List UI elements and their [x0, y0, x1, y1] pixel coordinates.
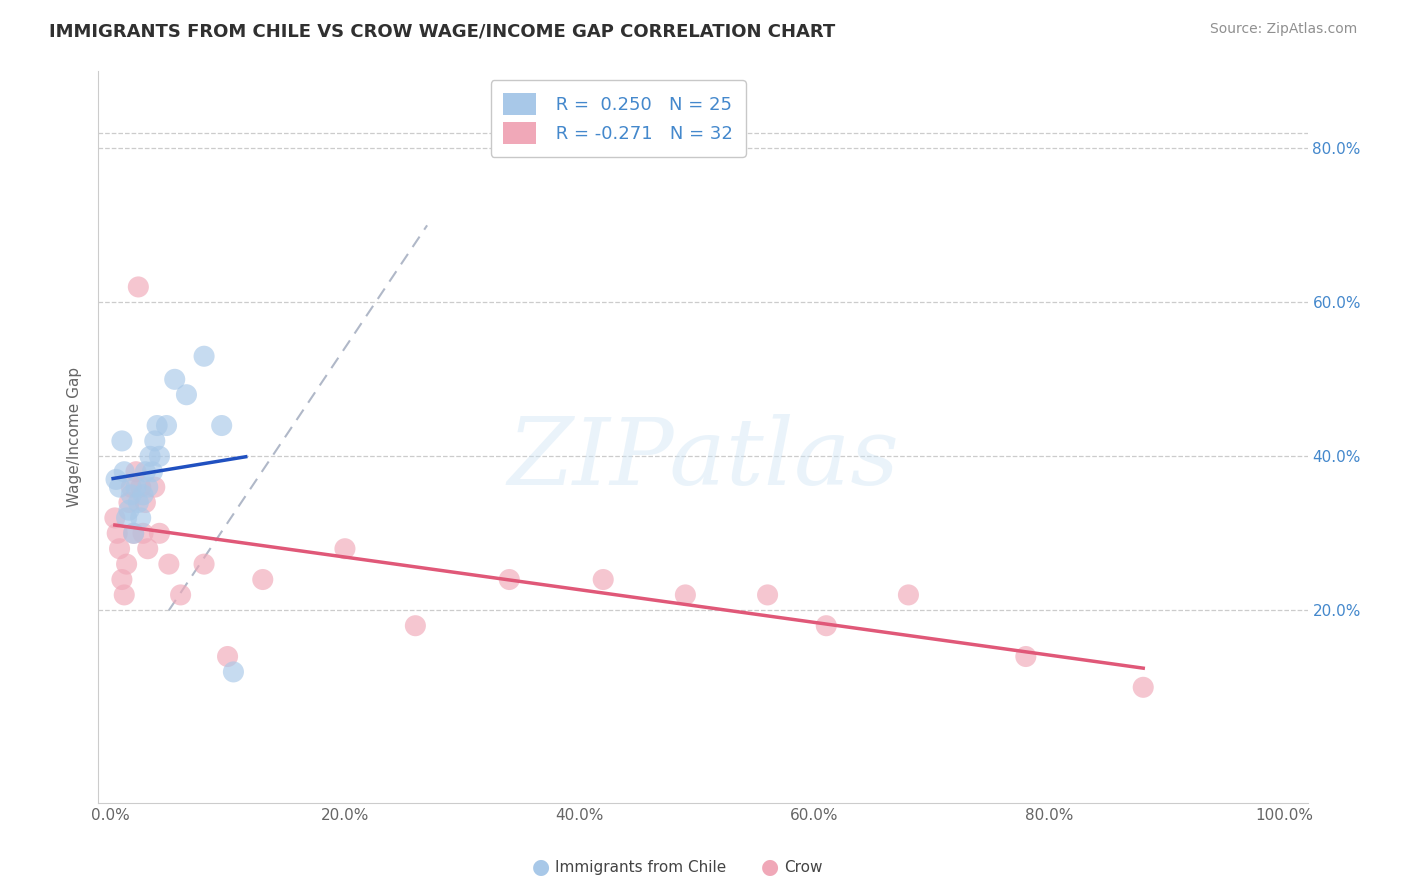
- Point: [111, 434, 134, 448]
- Text: Source: ZipAtlas.com: Source: ZipAtlas.com: [1209, 22, 1357, 37]
- Text: Immigrants from Chile: Immigrants from Chile: [555, 860, 727, 874]
- Point: [129, 480, 152, 494]
- Point: [176, 388, 198, 402]
- Point: [125, 480, 148, 494]
- Point: [155, 418, 177, 433]
- Text: ZIPatlas: ZIPatlas: [508, 414, 898, 504]
- Point: [252, 573, 274, 587]
- Point: [112, 588, 135, 602]
- Text: IMMIGRANTS FROM CHILE VS CROW WAGE/INCOME GAP CORRELATION CHART: IMMIGRANTS FROM CHILE VS CROW WAGE/INCOM…: [49, 22, 835, 40]
- Point: [815, 618, 838, 632]
- Point: [673, 588, 696, 602]
- Point: [134, 495, 156, 509]
- Point: [122, 526, 145, 541]
- Point: [498, 573, 520, 587]
- Point: [132, 488, 155, 502]
- Point: [1132, 681, 1154, 695]
- Point: [129, 511, 152, 525]
- Point: [104, 511, 127, 525]
- Point: [143, 480, 166, 494]
- Point: [333, 541, 356, 556]
- Point: [756, 588, 779, 602]
- Point: [111, 573, 134, 587]
- Y-axis label: Wage/Income Gap: Wage/Income Gap: [67, 367, 83, 508]
- Text: Crow: Crow: [785, 860, 823, 874]
- Point: [115, 557, 138, 571]
- Point: [592, 573, 614, 587]
- Point: [120, 488, 142, 502]
- Point: [148, 450, 170, 464]
- Point: [169, 588, 191, 602]
- Point: [127, 495, 149, 509]
- Point: [108, 480, 131, 494]
- Point: [193, 557, 215, 571]
- Point: [108, 541, 131, 556]
- Point: [118, 495, 141, 509]
- Point: [139, 450, 162, 464]
- Point: [141, 465, 163, 479]
- Point: [222, 665, 245, 679]
- Legend:  R =  0.250   N = 25,  R = -0.271   N = 32: R = 0.250 N = 25, R = -0.271 N = 32: [491, 80, 747, 157]
- Point: [127, 280, 149, 294]
- Point: [118, 503, 141, 517]
- Point: [115, 511, 138, 525]
- Point: [143, 434, 166, 448]
- Text: ●: ●: [762, 857, 779, 877]
- Point: [148, 526, 170, 541]
- Point: [134, 465, 156, 479]
- Point: [105, 472, 128, 486]
- Point: [112, 465, 135, 479]
- Point: [217, 649, 239, 664]
- Point: [157, 557, 180, 571]
- Point: [404, 618, 426, 632]
- Point: [136, 480, 159, 494]
- Point: [120, 480, 142, 494]
- Point: [125, 465, 148, 479]
- Point: [132, 526, 155, 541]
- Point: [193, 349, 215, 363]
- Point: [897, 588, 920, 602]
- Text: ●: ●: [533, 857, 550, 877]
- Point: [105, 526, 128, 541]
- Point: [136, 541, 159, 556]
- Point: [122, 526, 145, 541]
- Point: [163, 372, 186, 386]
- Point: [1015, 649, 1038, 664]
- Point: [146, 418, 169, 433]
- Point: [211, 418, 233, 433]
